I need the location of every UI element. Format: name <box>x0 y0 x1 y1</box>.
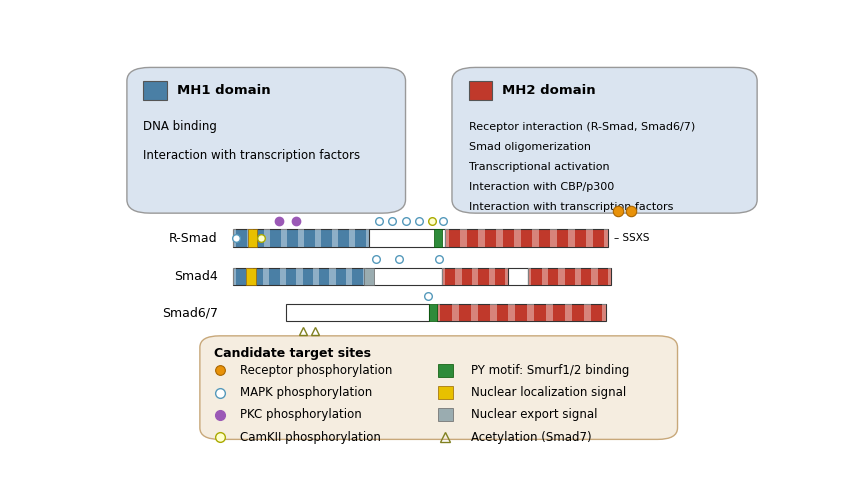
Bar <box>363 268 366 285</box>
Text: PKC phosphorylation: PKC phosphorylation <box>240 408 361 421</box>
Bar <box>591 268 597 285</box>
Bar <box>286 304 429 322</box>
Bar <box>281 230 288 247</box>
Bar <box>233 268 236 285</box>
Bar <box>514 230 521 247</box>
Bar <box>468 81 491 100</box>
Bar <box>264 230 270 247</box>
Bar <box>280 268 286 285</box>
Bar <box>565 304 572 322</box>
Bar <box>437 304 606 322</box>
Text: Interaction with CBP/p300: Interaction with CBP/p300 <box>468 182 614 192</box>
Text: MAPK phosphorylation: MAPK phosphorylation <box>240 386 372 399</box>
Bar <box>550 230 557 247</box>
Text: – SSXS: – SSXS <box>614 233 650 243</box>
Text: DNA binding: DNA binding <box>144 121 217 133</box>
Bar <box>508 304 515 322</box>
Bar <box>247 230 253 247</box>
Bar <box>608 268 611 285</box>
Bar <box>528 268 532 285</box>
Text: MH1 domain: MH1 domain <box>176 84 270 97</box>
Text: CamKII phosphorylation: CamKII phosphorylation <box>240 431 381 444</box>
Bar <box>455 268 461 285</box>
Bar <box>575 268 581 285</box>
Bar <box>296 268 302 285</box>
Bar <box>263 268 270 285</box>
Bar <box>366 268 442 285</box>
Bar <box>442 268 508 285</box>
Bar <box>369 230 445 247</box>
Bar <box>330 268 336 285</box>
Bar <box>348 230 355 247</box>
Bar <box>490 304 496 322</box>
Bar <box>489 268 495 285</box>
Bar <box>528 268 611 285</box>
Bar <box>315 230 321 247</box>
Bar <box>452 304 459 322</box>
Text: Smad oligomerization: Smad oligomerization <box>468 142 591 152</box>
Bar <box>508 268 528 285</box>
FancyBboxPatch shape <box>199 336 678 439</box>
Text: Interaction with transcription factors: Interaction with transcription factors <box>468 202 673 212</box>
Bar <box>472 268 479 285</box>
Text: R-Smad: R-Smad <box>169 232 217 245</box>
Bar <box>247 268 256 285</box>
Bar <box>460 230 467 247</box>
Bar <box>442 268 445 285</box>
Text: Acetylation (Smad7): Acetylation (Smad7) <box>471 431 591 444</box>
Bar <box>247 268 253 285</box>
Bar <box>603 304 606 322</box>
Bar <box>298 230 304 247</box>
Bar <box>312 268 319 285</box>
Bar <box>527 304 534 322</box>
Text: MH2 domain: MH2 domain <box>502 84 596 97</box>
Text: PY motif: Smurf1/2 binding: PY motif: Smurf1/2 binding <box>471 364 629 377</box>
Text: Nuclear export signal: Nuclear export signal <box>471 408 597 421</box>
Bar <box>233 268 366 285</box>
Text: Interaction with transcription factors: Interaction with transcription factors <box>144 149 360 162</box>
Bar <box>542 268 548 285</box>
Text: Smad6/7: Smad6/7 <box>162 306 217 319</box>
FancyBboxPatch shape <box>452 67 757 213</box>
Bar <box>496 230 503 247</box>
Bar <box>247 230 257 247</box>
Bar <box>505 268 508 285</box>
Bar <box>471 304 478 322</box>
Bar <box>438 364 453 377</box>
Text: Transcriptional activation: Transcriptional activation <box>468 162 609 172</box>
Bar <box>558 268 565 285</box>
Bar <box>144 81 167 100</box>
Bar <box>366 230 369 247</box>
Text: Receptor interaction (R-Smad, Smad6/7): Receptor interaction (R-Smad, Smad6/7) <box>468 122 695 132</box>
Bar <box>233 230 369 247</box>
Bar <box>445 230 608 247</box>
Bar <box>434 230 442 247</box>
Bar <box>437 304 440 322</box>
Bar <box>346 268 353 285</box>
Text: Nuclear localization signal: Nuclear localization signal <box>471 386 626 399</box>
FancyBboxPatch shape <box>127 67 406 213</box>
Bar <box>445 230 449 247</box>
Bar <box>584 304 591 322</box>
Bar <box>365 268 374 285</box>
Bar <box>332 230 338 247</box>
Text: Candidate target sites: Candidate target sites <box>215 347 372 360</box>
Text: Smad4: Smad4 <box>174 270 217 283</box>
Bar <box>532 230 539 247</box>
Bar <box>604 230 608 247</box>
Bar <box>478 230 484 247</box>
Bar <box>586 230 593 247</box>
Bar <box>233 230 236 247</box>
Bar <box>568 230 575 247</box>
Bar <box>438 408 453 421</box>
Bar <box>429 304 437 322</box>
Text: Receptor phosphorylation: Receptor phosphorylation <box>240 364 392 377</box>
Bar <box>438 386 453 399</box>
Bar <box>546 304 553 322</box>
